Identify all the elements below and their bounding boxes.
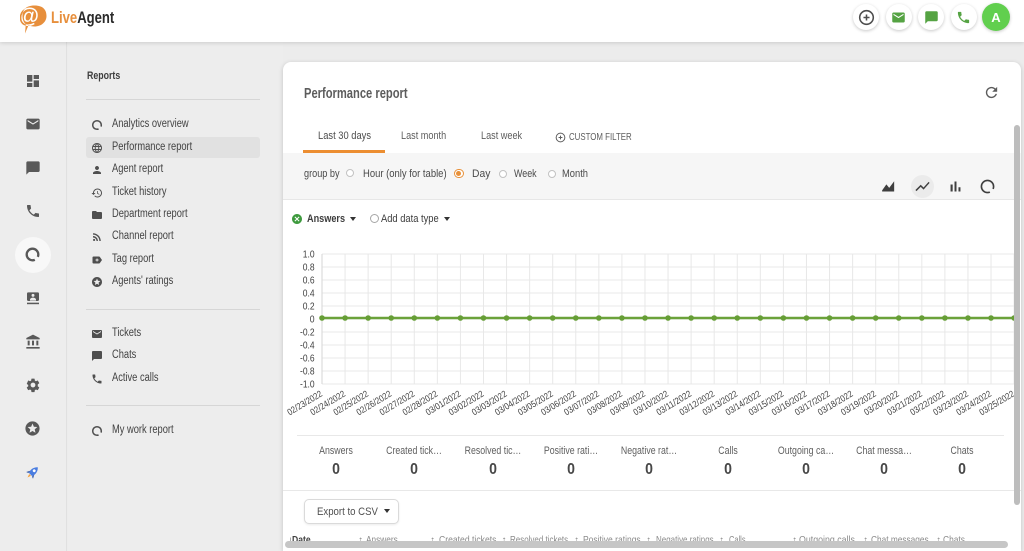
svg-text:0.6: 0.6 (303, 276, 315, 287)
svg-text:-0.8: -0.8 (300, 367, 315, 378)
svg-text:-0.4: -0.4 (300, 341, 315, 352)
svg-text:-0.2: -0.2 (300, 328, 315, 339)
svg-text:@: @ (20, 5, 39, 28)
svg-text:0.8: 0.8 (303, 263, 315, 274)
svg-text:-0.6: -0.6 (300, 354, 315, 365)
svg-text:-1.0: -1.0 (300, 380, 315, 391)
svg-text:0.2: 0.2 (303, 302, 315, 313)
svg-text:1.0: 1.0 (303, 250, 315, 261)
svg-text:0.4: 0.4 (303, 289, 315, 300)
svg-text:0: 0 (310, 315, 315, 326)
